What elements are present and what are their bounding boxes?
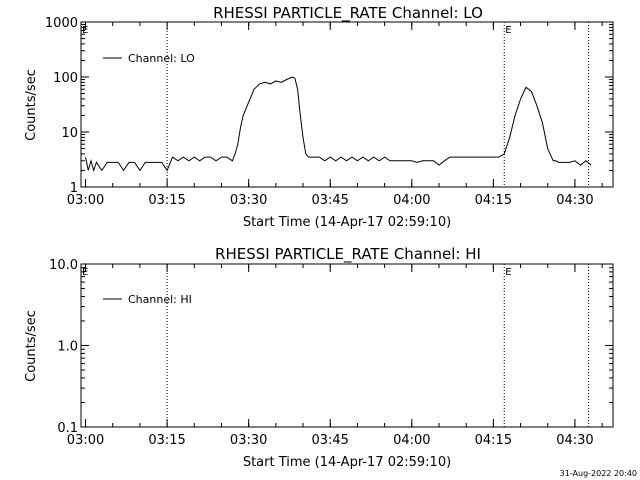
y-tick-label: 1 (70, 181, 78, 196)
x-tick-label: 03:45 (311, 433, 348, 448)
y-axis-label-lo: Counts/sec (24, 69, 39, 141)
x-tick-label: 03:45 (311, 193, 348, 208)
series-line (85, 76, 592, 173)
legend-lo: Channel: LO (103, 52, 195, 65)
footer-timestamp: 31-Aug-2022 20:40 (560, 469, 637, 478)
legend-label-hi: Channel: HI (128, 293, 192, 306)
panel-lo: RHESSI PARTICLE_RATE Channel: LO Counts/… (24, 4, 614, 230)
marker-label: E (505, 267, 511, 278)
chart-title-lo: RHESSI PARTICLE_RATE Channel: LO (213, 4, 483, 23)
x-tick-label: 03:00 (67, 193, 104, 208)
chart-title-hi: RHESSI PARTICLE_RATE Channel: HI (215, 245, 481, 264)
x-tick-label: 04:00 (393, 193, 430, 208)
y-axis-label-hi: Counts/sec (24, 310, 39, 382)
y-tick-label: 10 (61, 126, 78, 141)
x-tick-label: 03:30 (230, 193, 267, 208)
y-tick-label: 10.0 (49, 258, 78, 273)
x-axis-label-lo: Start Time (14-Apr-17 02:59:10) (243, 215, 451, 230)
x-tick-label: 03:30 (230, 433, 267, 448)
x-tick-label: 04:30 (556, 193, 593, 208)
legend-hi: Channel: HI (103, 293, 192, 306)
panel-hi: RHESSI PARTICLE_RATE Channel: HI Counts/… (24, 245, 614, 470)
start-marker-label: E (82, 25, 88, 36)
y-tick-label: 1.0 (57, 340, 78, 355)
x-tick-label: 04:30 (556, 433, 593, 448)
x-tick-label: 03:00 (67, 433, 104, 448)
x-tick-label: 04:15 (475, 433, 512, 448)
legend-label-lo: Channel: LO (128, 52, 195, 65)
x-tick-label: 04:00 (393, 433, 430, 448)
y-tick-label: 100 (53, 71, 78, 86)
x-axis-label-hi: Start Time (14-Apr-17 02:59:10) (243, 455, 451, 470)
start-marker-label: E (82, 267, 88, 278)
x-tick-label: 03:15 (148, 193, 185, 208)
y-tick-label: 1000 (45, 16, 78, 31)
plot-frame-lo (80, 21, 614, 188)
marker-label: E (505, 25, 511, 36)
plot-frame-hi (80, 263, 614, 428)
x-tick-label: 04:15 (475, 193, 512, 208)
x-tick-label: 03:15 (148, 433, 185, 448)
y-tick-label: 0.1 (57, 421, 78, 436)
